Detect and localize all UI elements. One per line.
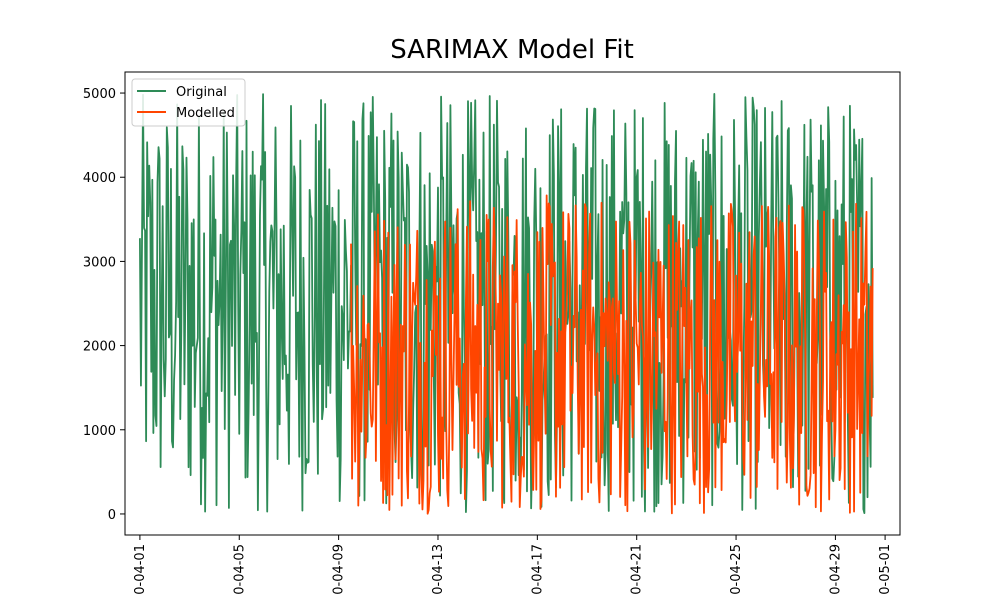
y-tick-label: 5000	[83, 87, 116, 102]
x-tick-label: 0-04-29	[828, 544, 843, 595]
x-tick-label: 0-04-25	[729, 544, 744, 595]
y-tick-label: 0	[108, 508, 116, 523]
x-tick-label: 0-04-09	[332, 544, 347, 595]
legend: Original Modelled	[131, 78, 246, 127]
y-tick-label: 4000	[83, 171, 116, 186]
plot-area	[124, 71, 901, 536]
legend-label-modelled: Modelled	[176, 106, 235, 121]
y-tick-label: 3000	[83, 255, 116, 270]
series-line-modelled	[350, 194, 874, 515]
y-axis: 0 1000 2000 3000 4000 5000	[83, 87, 125, 523]
y-tick-label: 2000	[83, 340, 116, 355]
x-tick-label: 0-05-01	[878, 544, 893, 595]
x-tick-label: 0-04-13	[431, 544, 446, 595]
y-tick-label: 1000	[83, 424, 116, 439]
x-tick-label: 0-04-17	[530, 544, 545, 595]
legend-label-original: Original	[176, 85, 227, 100]
chart-title: SARIMAX Model Fit	[390, 35, 634, 65]
x-tick-label: 0-04-05	[232, 544, 247, 595]
plot-frame	[124, 71, 901, 536]
x-tick-label: 0-04-21	[630, 544, 645, 595]
x-tick-label: 0-04-01	[133, 544, 148, 595]
x-axis: 0-04-01 0-04-05 0-04-09 0-04-13 0-04-17 0-04-…	[133, 535, 893, 595]
